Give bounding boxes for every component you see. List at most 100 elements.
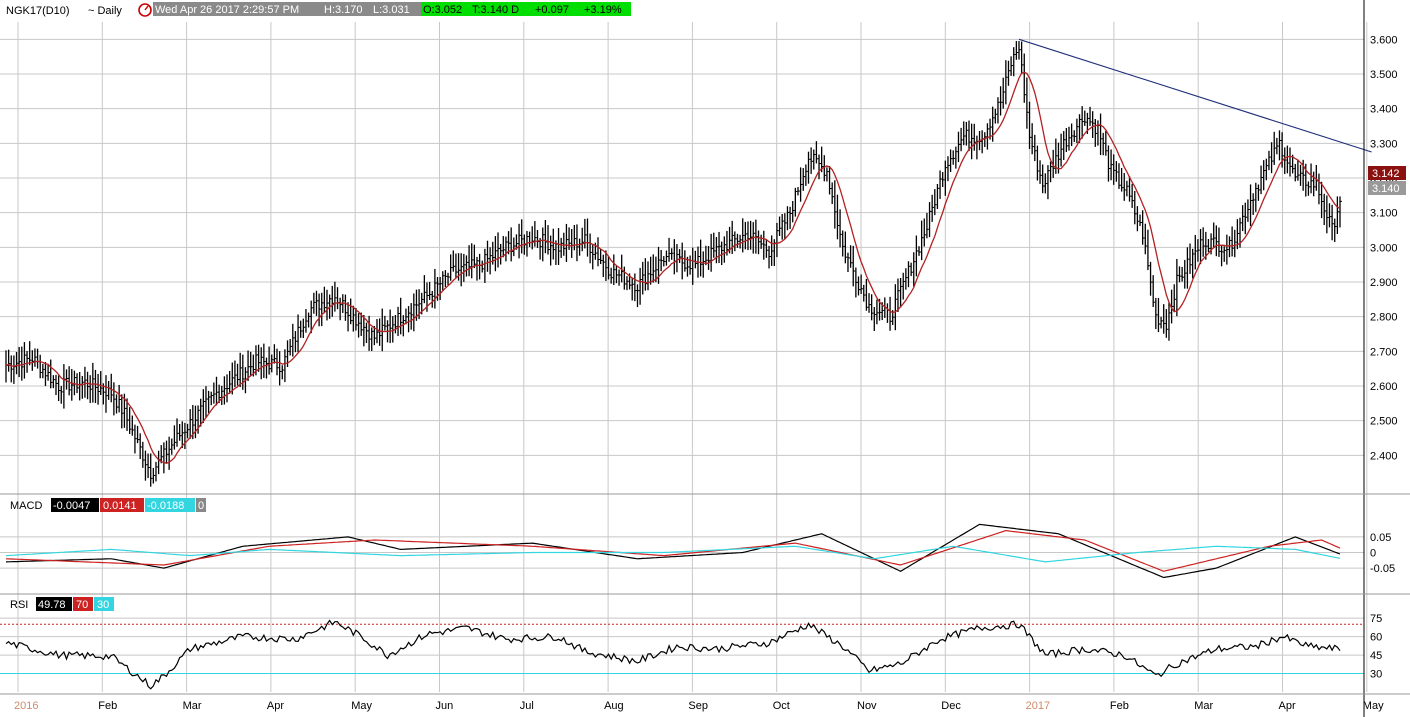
price-bar bbox=[1065, 127, 1069, 153]
price-tick-label: 2.500 bbox=[1370, 416, 1398, 428]
price-bar bbox=[581, 227, 585, 252]
price-bar bbox=[15, 351, 19, 375]
price-bar bbox=[1002, 77, 1006, 109]
price-bar bbox=[1278, 130, 1282, 161]
price-bar bbox=[1194, 234, 1198, 270]
price-bar bbox=[926, 212, 929, 239]
price-bar bbox=[734, 231, 737, 252]
price-bar bbox=[607, 256, 611, 280]
price-bar bbox=[1110, 149, 1114, 181]
price-bar bbox=[515, 234, 519, 250]
price-bar bbox=[1018, 41, 1021, 60]
price-bar bbox=[250, 351, 253, 377]
price-bar bbox=[400, 297, 403, 335]
price-bar bbox=[805, 164, 808, 186]
price-bar bbox=[634, 273, 637, 302]
price-bar bbox=[1326, 195, 1329, 234]
macd-axis-labels: 0.05 0 -0.05 bbox=[1370, 532, 1395, 575]
price-bar bbox=[894, 284, 898, 331]
price-bar bbox=[205, 386, 208, 418]
price-bar bbox=[136, 425, 140, 444]
macd-value: -0.0047 bbox=[53, 500, 90, 512]
price-bar bbox=[1070, 123, 1074, 147]
price-bar bbox=[21, 346, 24, 381]
price-bar bbox=[963, 121, 966, 146]
price-bar bbox=[799, 167, 803, 202]
price-bar bbox=[1265, 158, 1269, 181]
macd-series-macd bbox=[5, 523, 1341, 579]
price-bar bbox=[510, 227, 514, 262]
price-bar bbox=[86, 371, 90, 400]
price-bar bbox=[960, 127, 964, 152]
price-tick-label: 2.900 bbox=[1370, 277, 1398, 289]
price-bar bbox=[260, 347, 264, 380]
macd-tick-label: 0 bbox=[1370, 548, 1376, 560]
price-bar bbox=[71, 368, 74, 401]
price-bar bbox=[381, 308, 385, 352]
month-tick-label: Mar bbox=[1194, 700, 1213, 712]
price-tick-label: 3.000 bbox=[1370, 242, 1398, 254]
price-bar bbox=[744, 221, 748, 250]
price-bar bbox=[305, 309, 308, 333]
price-bar bbox=[378, 318, 382, 346]
price-bar bbox=[531, 226, 535, 250]
price-bar bbox=[863, 284, 866, 302]
price-bar bbox=[1276, 137, 1279, 155]
month-tick-label: Feb bbox=[1110, 700, 1129, 712]
histogram-value: -0.0188 bbox=[147, 500, 184, 512]
price-bar bbox=[1176, 258, 1179, 317]
signal-value-bg bbox=[100, 498, 144, 512]
price-bar bbox=[289, 338, 293, 356]
price-bar bbox=[23, 342, 27, 379]
price-bar bbox=[1270, 142, 1274, 174]
price-bar bbox=[365, 322, 369, 344]
price-bar bbox=[1202, 227, 1206, 257]
price-bar bbox=[636, 284, 640, 308]
price-bar bbox=[307, 312, 311, 328]
price-tick-label: 2.700 bbox=[1370, 346, 1398, 358]
price-bar bbox=[1207, 238, 1211, 253]
price-bar bbox=[263, 343, 266, 378]
price-bar bbox=[1126, 180, 1129, 197]
price-bar bbox=[823, 155, 827, 182]
macd-tick-label: 0.05 bbox=[1370, 532, 1391, 544]
price-bar bbox=[865, 278, 869, 311]
month-tick-label: Sep bbox=[688, 700, 708, 712]
price-bar bbox=[160, 445, 164, 464]
price-bar bbox=[168, 436, 172, 470]
low-label: L:3.031 bbox=[373, 4, 410, 16]
price-bar bbox=[699, 239, 703, 277]
price-bar bbox=[905, 268, 908, 290]
price-bar bbox=[186, 423, 190, 439]
price-bar bbox=[73, 370, 77, 396]
price-bar bbox=[1184, 259, 1187, 289]
trendline[interactable] bbox=[1018, 38, 1372, 153]
price-bar bbox=[1247, 199, 1250, 222]
price-bar bbox=[1131, 183, 1135, 208]
month-tick-label: May bbox=[1363, 700, 1384, 712]
price-bar bbox=[521, 219, 524, 254]
chart-header: NGK17(D10) ~ Daily Wed Apr 26 2017 2:29:… bbox=[6, 2, 631, 17]
price-bar bbox=[1128, 175, 1132, 202]
price-bar bbox=[786, 206, 790, 231]
month-tick-label: Oct bbox=[773, 700, 790, 712]
price-bar bbox=[1136, 206, 1140, 232]
price-bar bbox=[163, 442, 166, 474]
histogram-value-bg bbox=[145, 498, 195, 512]
price-bar bbox=[171, 438, 174, 455]
price-tick-label: 2.400 bbox=[1370, 450, 1398, 462]
price-bar bbox=[742, 218, 745, 253]
price-bar bbox=[1197, 239, 1200, 262]
price-bar bbox=[281, 365, 285, 380]
month-tick-label: Jul bbox=[520, 700, 534, 712]
price-bar bbox=[1076, 118, 1079, 144]
price-bar bbox=[452, 250, 456, 272]
last-price-tag: 3.142 bbox=[1372, 168, 1400, 180]
price-bar bbox=[676, 244, 679, 273]
price-bar bbox=[949, 149, 953, 173]
close-price-tag: 3.140 bbox=[1372, 183, 1400, 195]
price-bar bbox=[42, 363, 45, 379]
rsi-title: RSI bbox=[10, 599, 28, 611]
price-bar bbox=[876, 299, 879, 325]
